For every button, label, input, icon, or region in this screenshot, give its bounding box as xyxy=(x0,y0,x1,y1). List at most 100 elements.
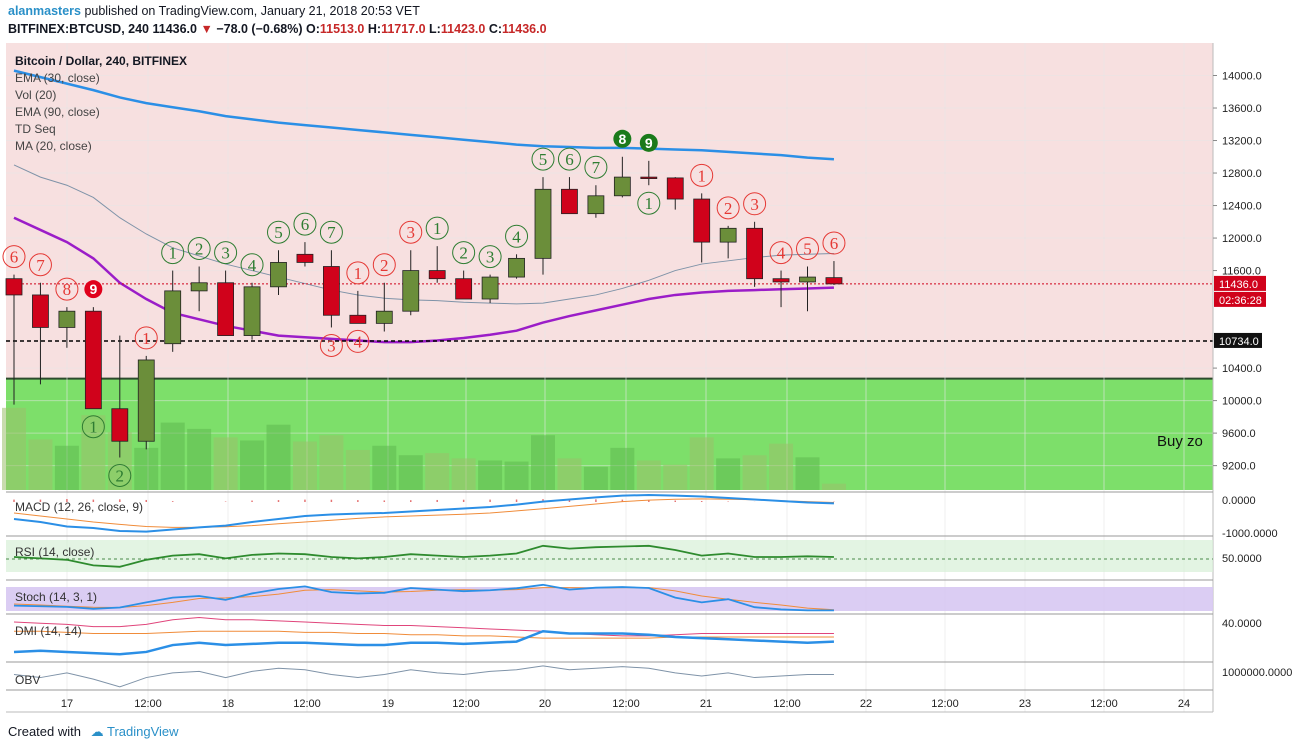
volume-bar xyxy=(2,407,26,490)
candle-body xyxy=(32,294,49,328)
candle-body xyxy=(322,266,340,316)
last-price: 11436.0 xyxy=(152,22,197,36)
td-count-marker xyxy=(267,220,290,244)
volume-bar xyxy=(742,455,767,490)
close-label: C: xyxy=(488,22,503,36)
candle-body xyxy=(190,282,208,292)
td-count-marker xyxy=(822,231,846,255)
countdown-tag xyxy=(1214,291,1266,307)
td-count-marker xyxy=(584,155,608,179)
td-count-label: 1 xyxy=(354,264,363,283)
volume-bar xyxy=(821,483,846,490)
volume-bar xyxy=(636,460,661,490)
td-count-marker xyxy=(452,241,476,265)
td-count-label: 5 xyxy=(803,240,812,259)
volume-bar xyxy=(187,428,212,490)
macd-signal-line xyxy=(13,498,834,528)
ma20-line xyxy=(13,164,834,305)
td-count-label: 3 xyxy=(407,223,416,242)
candle-body xyxy=(561,188,578,215)
volume-bar xyxy=(319,435,344,490)
author-link[interactable]: alanmasters xyxy=(8,4,81,18)
td-count-label: 3 xyxy=(221,244,230,263)
td-count-label: 9 xyxy=(89,281,97,297)
td-count-label: 7 xyxy=(592,158,601,177)
td-count-marker xyxy=(81,415,105,439)
legend-entry: Vol (20) xyxy=(15,88,56,102)
volume-bar xyxy=(478,460,503,490)
price-tick-label: 14000.0 xyxy=(1222,71,1262,83)
candle-body xyxy=(111,408,129,442)
obv-line xyxy=(13,665,834,688)
footer: Created with ☁ TradingView xyxy=(8,724,179,740)
td-count-label: 2 xyxy=(380,256,389,275)
candle-body xyxy=(349,314,367,324)
ema90-line xyxy=(13,69,835,161)
price-tick-label: 12800.0 xyxy=(1222,168,1262,180)
td-count-marker xyxy=(319,333,343,357)
td-count-marker xyxy=(505,224,529,248)
td-count-marker xyxy=(690,163,714,187)
td-count-marker xyxy=(2,245,26,269)
time-tick-label: 22 xyxy=(860,698,872,710)
td-count-label: 6 xyxy=(301,215,310,234)
time-tick-label: 24 xyxy=(1178,698,1190,710)
candle-body xyxy=(243,286,261,336)
volume-bar xyxy=(557,458,582,490)
time-tick-label: 12:00 xyxy=(931,698,959,710)
candle-body xyxy=(402,270,420,312)
buy-zone-label: Buy zo xyxy=(1157,433,1203,450)
candles xyxy=(5,156,843,458)
price-legend: Bitcoin / Dollar, 240, BITFINEX EMA (30, … xyxy=(15,54,187,153)
symbol-label[interactable]: BITFINEX:BTCUSD, 240 xyxy=(8,22,149,36)
time-tick-label: 12:00 xyxy=(773,698,801,710)
td-count-marker xyxy=(346,329,370,353)
td-count-marker xyxy=(743,192,767,216)
volume-bar xyxy=(795,457,820,490)
td-count-marker xyxy=(55,277,79,301)
close-value: 11436.0 xyxy=(502,22,547,36)
price-tick-label: 12400.0 xyxy=(1222,201,1262,213)
candle-body xyxy=(164,290,182,345)
tradingview-link[interactable]: TradingView xyxy=(107,724,179,739)
volume-bar xyxy=(504,461,529,490)
candle-body xyxy=(666,177,684,200)
open-value: 11513.0 xyxy=(319,22,365,36)
volume-bar xyxy=(716,458,741,490)
time-tick-label: 12:00 xyxy=(612,698,640,710)
td-count-marker xyxy=(399,220,423,244)
td-count-label: 5 xyxy=(274,223,283,242)
candle-body xyxy=(613,176,631,197)
td-count-label: 6 xyxy=(10,248,19,267)
td-count-label: 8 xyxy=(63,280,72,299)
candle-body xyxy=(58,310,76,328)
candle-body xyxy=(799,276,816,283)
td-count-label: 1 xyxy=(433,219,442,238)
td-count-label: 1 xyxy=(645,194,654,213)
legend-entry: TD Seq xyxy=(15,122,56,136)
time-tick-label: 18 xyxy=(222,698,234,710)
td-count-marker xyxy=(84,280,103,299)
td-count-marker xyxy=(293,212,317,236)
td-count-marker xyxy=(613,129,632,148)
candle-body xyxy=(270,262,287,288)
candle-body xyxy=(772,278,790,283)
time-tick-label: 17 xyxy=(61,698,73,710)
price-tick-label: 9600.0 xyxy=(1222,428,1256,440)
pane-title-rsi: RSI (14, close) xyxy=(15,545,94,559)
time-tick-label: 19 xyxy=(382,698,394,710)
price-tick-label: 13600.0 xyxy=(1222,103,1262,115)
candle-body xyxy=(825,277,843,285)
td-count-label: 8 xyxy=(618,131,626,147)
high-label: H: xyxy=(367,22,382,36)
price-tick-label: 13200.0 xyxy=(1222,136,1262,148)
volume-bar xyxy=(583,466,608,490)
td-count-marker xyxy=(425,216,449,240)
td-count-label: 3 xyxy=(327,336,336,355)
td-count-marker xyxy=(639,133,658,152)
td-count-label: 6 xyxy=(830,234,839,253)
td-count-label: 1 xyxy=(89,418,98,437)
td-count-marker xyxy=(319,220,343,244)
candle-body xyxy=(217,282,235,336)
